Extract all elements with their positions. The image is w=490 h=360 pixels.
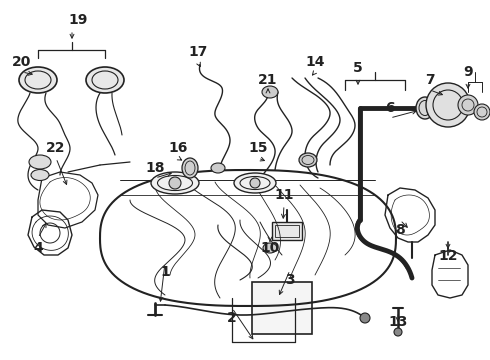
Text: 14: 14 <box>305 55 325 69</box>
Circle shape <box>360 313 370 323</box>
Ellipse shape <box>182 158 198 178</box>
Ellipse shape <box>263 243 277 253</box>
Circle shape <box>394 328 402 336</box>
Ellipse shape <box>29 155 51 169</box>
Text: 1: 1 <box>160 265 170 279</box>
Ellipse shape <box>19 67 57 93</box>
Ellipse shape <box>234 173 276 193</box>
Text: 10: 10 <box>260 241 280 255</box>
Text: 15: 15 <box>248 141 268 155</box>
Text: 18: 18 <box>145 161 165 175</box>
Text: 12: 12 <box>438 249 458 263</box>
Text: 7: 7 <box>425 73 435 87</box>
Text: 20: 20 <box>12 55 32 69</box>
Bar <box>272 222 302 240</box>
Ellipse shape <box>211 163 225 173</box>
Text: 9: 9 <box>463 65 473 79</box>
Ellipse shape <box>86 67 124 93</box>
Text: 8: 8 <box>395 223 405 237</box>
Text: 3: 3 <box>285 273 295 287</box>
Text: 17: 17 <box>188 45 208 59</box>
Text: 16: 16 <box>168 141 188 155</box>
Text: 5: 5 <box>353 61 363 75</box>
Ellipse shape <box>31 170 49 180</box>
Text: 22: 22 <box>46 141 66 155</box>
Ellipse shape <box>262 86 278 98</box>
Text: 4: 4 <box>33 241 43 255</box>
Bar <box>252 282 312 334</box>
Text: 11: 11 <box>274 188 294 202</box>
Ellipse shape <box>151 172 199 194</box>
Text: 6: 6 <box>385 101 395 115</box>
Circle shape <box>426 83 470 127</box>
Text: 2: 2 <box>227 311 237 325</box>
Text: 19: 19 <box>68 13 88 27</box>
Circle shape <box>169 177 181 189</box>
Ellipse shape <box>299 153 317 167</box>
Circle shape <box>474 104 490 120</box>
Bar <box>275 225 299 237</box>
Circle shape <box>458 95 478 115</box>
Circle shape <box>250 178 260 188</box>
Ellipse shape <box>416 97 434 119</box>
Text: 21: 21 <box>258 73 278 87</box>
Text: 13: 13 <box>388 315 408 329</box>
